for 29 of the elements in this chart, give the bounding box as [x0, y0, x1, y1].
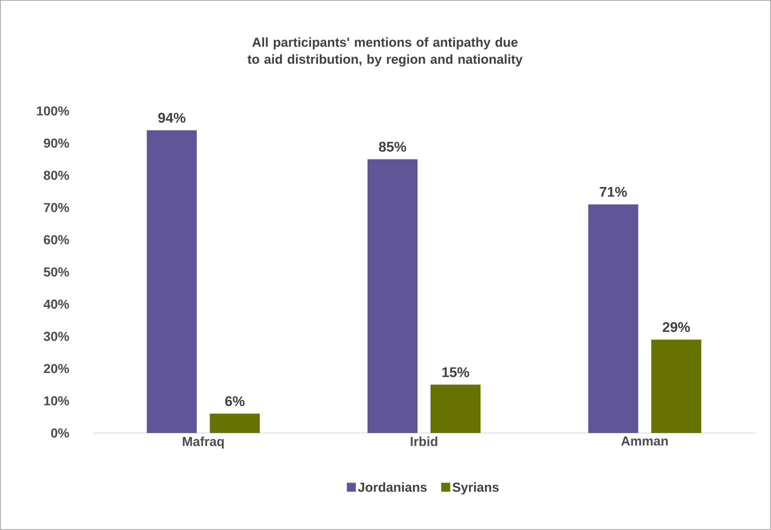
- y-tick-label: 60%: [44, 235, 70, 244]
- x-tick-label: Irbid: [410, 436, 438, 446]
- data-label: 94%: [158, 112, 186, 123]
- bar: [430, 384, 481, 434]
- data-label: 6%: [225, 396, 245, 406]
- y-tick-label: 20%: [44, 364, 70, 374]
- legend-label: Syrians: [452, 482, 499, 494]
- bar: [651, 340, 702, 434]
- x-tick-label: Mafraq: [182, 436, 224, 449]
- y-tick-label: 100%: [36, 106, 70, 116]
- y-tick-label: 50%: [44, 267, 70, 277]
- bar: [210, 414, 260, 434]
- data-label: 15%: [442, 367, 470, 378]
- data-label: 29%: [662, 322, 690, 332]
- data-label: 71%: [600, 186, 627, 197]
- bar: [368, 159, 418, 434]
- data-label: 85%: [378, 142, 406, 152]
- chart-title: All participants' mentions of antipathy due to aid distribution, by region and nationality: [248, 37, 523, 67]
- x-tick-label: Amman: [621, 436, 668, 446]
- y-tick-label: 30%: [44, 332, 70, 342]
- bar: [588, 204, 638, 434]
- y-tick-label: 70%: [44, 202, 70, 212]
- legend-label: Jordanians: [358, 482, 427, 492]
- y-tick-label: 40%: [44, 300, 70, 309]
- y-tick-label: 80%: [44, 170, 70, 180]
- y-tick-label: 0%: [51, 428, 70, 438]
- y-tick-label: 10%: [44, 396, 70, 406]
- bar: [146, 130, 197, 434]
- y-tick-label: 90%: [44, 138, 70, 148]
